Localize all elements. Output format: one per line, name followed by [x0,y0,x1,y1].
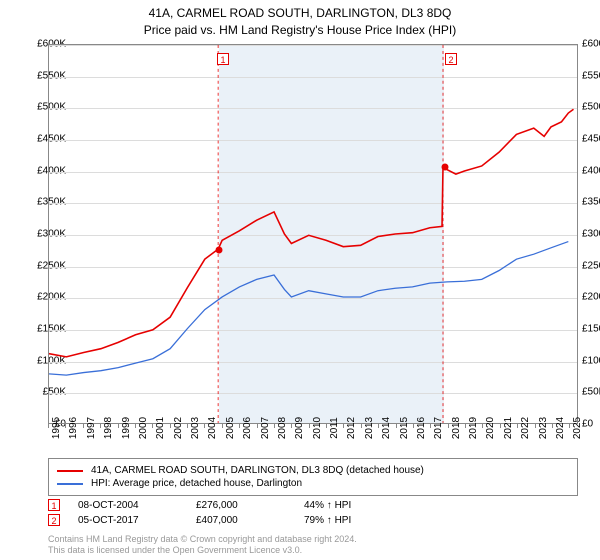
legend-swatch [57,470,83,472]
x-tick [361,424,362,428]
y-axis-label-right: £450K [582,134,600,145]
x-tick [100,424,101,428]
chart-title: 41A, CARMEL ROAD SOUTH, DARLINGTON, DL3 … [0,6,600,20]
x-tick [413,424,414,428]
x-tick [222,424,223,428]
y-axis-label-right: £550K [582,70,600,81]
y-axis-label-right: £500K [582,102,600,113]
legend-text: 41A, CARMEL ROAD SOUTH, DARLINGTON, DL3 … [91,465,424,476]
sale-hpi: 79% ↑ HPI [304,515,351,526]
sale-price: £276,000 [196,500,286,511]
x-tick [239,424,240,428]
sale-date: 08-OCT-2004 [78,500,178,511]
y-axis-label-right: £50K [582,387,600,398]
attribution: Contains HM Land Registry data © Crown c… [48,534,357,557]
series-line-property [49,109,574,357]
x-tick [500,424,501,428]
x-tick [274,424,275,428]
x-tick [118,424,119,428]
x-tick [65,424,66,428]
y-axis-label-right: £150K [582,324,600,335]
x-tick [569,424,570,428]
price-chart-card: 41A, CARMEL ROAD SOUTH, DARLINGTON, DL3 … [0,0,600,560]
x-tick [326,424,327,428]
x-tick [204,424,205,428]
sales-list: 1 08-OCT-2004 £276,000 44% ↑ HPI 2 05-OCT-201… [48,496,351,529]
sale-date: 05-OCT-2017 [78,515,178,526]
sale-marker-label: 1 [217,53,229,65]
sale-row-marker: 2 [48,514,60,526]
sale-row: 1 08-OCT-2004 £276,000 44% ↑ HPI [48,499,351,511]
y-axis-label-right: £300K [582,229,600,240]
chart-plot-area: 12 [48,44,578,424]
y-axis-label-right: £350K [582,197,600,208]
x-tick [309,424,310,428]
y-axis-label-right: £250K [582,260,600,271]
y-axis-label-right: £200K [582,292,600,303]
y-axis-label-right: £100K [582,355,600,366]
sale-price: £407,000 [196,515,286,526]
chart-lines-svg [49,45,577,423]
y-axis-label-right: £600K [582,39,600,50]
x-tick [535,424,536,428]
y-axis-label-right: £0 [582,419,593,430]
chart-subtitle: Price paid vs. HM Land Registry's House … [0,23,600,37]
x-tick [430,424,431,428]
attribution-line: Contains HM Land Registry data © Crown c… [48,534,357,545]
legend-row: HPI: Average price, detached house, Darl… [57,478,569,489]
legend-row: 41A, CARMEL ROAD SOUTH, DARLINGTON, DL3 … [57,465,569,476]
x-tick [552,424,553,428]
x-tick [465,424,466,428]
sale-row: 2 05-OCT-2017 £407,000 79% ↑ HPI [48,514,351,526]
x-tick [291,424,292,428]
legend: 41A, CARMEL ROAD SOUTH, DARLINGTON, DL3 … [48,458,578,496]
sale-marker-dot [441,164,448,171]
x-tick [482,424,483,428]
x-tick [135,424,136,428]
sale-marker-dot [215,247,222,254]
x-tick [83,424,84,428]
x-tick [448,424,449,428]
x-tick [343,424,344,428]
sale-row-marker: 1 [48,499,60,511]
legend-text: HPI: Average price, detached house, Darl… [91,478,302,489]
x-tick [257,424,258,428]
title-block: 41A, CARMEL ROAD SOUTH, DARLINGTON, DL3 … [0,0,600,39]
sale-hpi: 44% ↑ HPI [304,500,351,511]
sale-marker-label: 2 [445,53,457,65]
x-tick [378,424,379,428]
series-line-hpi [49,242,568,376]
x-tick [48,424,49,428]
x-tick [152,424,153,428]
x-tick [517,424,518,428]
x-tick [187,424,188,428]
x-tick [170,424,171,428]
attribution-line: This data is licensed under the Open Gov… [48,545,357,556]
legend-swatch [57,483,83,485]
x-tick [396,424,397,428]
y-axis-label-right: £400K [582,165,600,176]
